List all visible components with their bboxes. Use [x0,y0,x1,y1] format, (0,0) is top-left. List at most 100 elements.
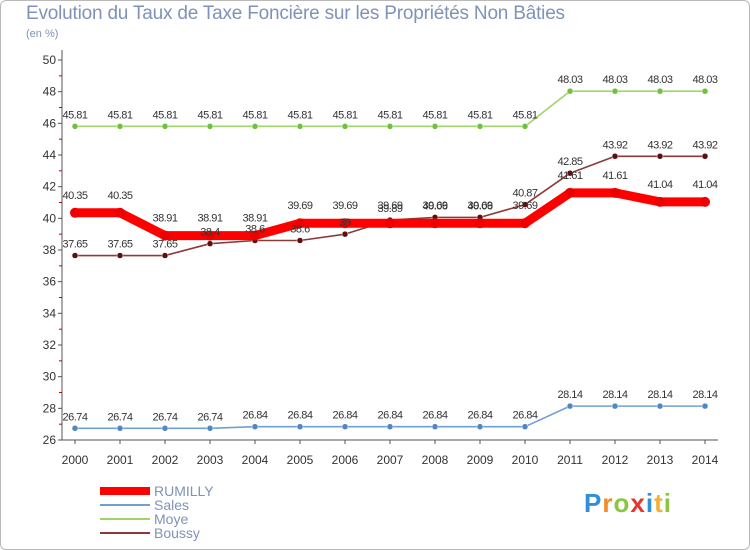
data-label-boussy: 40.06 [422,200,447,212]
data-label-rumilly: 41.04 [692,179,717,191]
data-point-rumilly [700,196,710,207]
y-tick-label: 28 [43,401,57,415]
data-label-rumilly: 39.69 [422,200,447,212]
data-label-sales: 26.84 [377,410,402,422]
data-point-boussy [161,252,169,259]
data-point-moye [296,123,304,130]
data-label-boussy: 40.87 [512,188,537,200]
data-point-sales [386,423,394,430]
data-label-sales: 28.14 [647,389,672,401]
data-label-moye: 45.81 [422,109,447,121]
proxiti-logo: Proxiti [584,488,672,519]
data-label-boussy: 43.92 [602,139,627,151]
data-label-sales: 26.74 [152,411,177,423]
legend-label-sales: Sales [154,497,190,513]
data-label-boussy: 43.92 [647,139,672,151]
y-tick-label: 38 [43,243,57,257]
legend-label-rumilly: RUMILLY [154,483,214,499]
data-label-sales: 26.74 [107,411,132,423]
data-point-boussy [341,230,349,238]
x-tick-label: 2014 [692,453,719,467]
data-label-boussy: 38.6 [245,224,265,236]
data-point-moye [611,87,619,95]
data-label-rumilly: 39.69 [512,200,537,212]
logo-letter: t [654,488,664,518]
data-point-boussy [521,201,529,208]
x-tick-label: 2010 [512,453,539,467]
logo-letter: r [602,488,614,518]
data-point-sales [116,425,124,432]
data-label-boussy: 37.65 [152,239,177,251]
data-label-rumilly: 38.91 [152,213,177,225]
data-point-boussy [116,252,124,259]
data-label-rumilly: 38.91 [242,213,267,225]
data-point-moye [476,123,484,130]
data-label-sales: 26.84 [242,410,267,422]
legend-swatch-boussy [100,532,150,534]
data-label-rumilly: 39.69 [377,200,402,212]
data-label-boussy: 37.65 [62,239,87,251]
y-tick-label: 42 [43,180,57,194]
data-label-moye: 48.03 [602,74,627,86]
legend-swatch-sales [100,504,150,506]
data-label-sales: 26.84 [332,410,357,422]
data-point-rumilly [385,218,395,229]
logo-letter: o [613,488,631,518]
data-label-moye: 45.81 [107,109,132,121]
data-point-sales [71,425,79,432]
legend-label-moye: Moye [154,511,189,527]
y-tick-label: 48 [43,85,57,99]
data-label-boussy: 38.6 [290,224,310,236]
data-point-sales [341,423,349,430]
data-point-moye [431,123,439,130]
data-label-sales: 26.84 [512,410,537,422]
data-label-moye: 45.81 [332,109,357,121]
data-label-boussy: 40.06 [467,200,492,212]
logo-letter: P [584,488,603,518]
data-label-rumilly: 41.61 [557,170,582,182]
x-tick-label: 2001 [107,453,134,467]
data-point-moye [116,123,124,130]
y-tick-label: 32 [43,338,57,352]
y-tick-label: 50 [43,53,57,67]
data-point-sales [476,423,484,430]
data-point-boussy [611,153,619,160]
data-point-sales [521,423,529,430]
data-point-boussy [296,237,304,244]
data-label-rumilly: 39.69 [467,200,492,212]
data-point-rumilly [160,230,170,241]
data-point-sales [431,423,439,430]
y-tick-label: 30 [43,370,57,384]
x-tick-label: 2011 [557,453,583,467]
data-point-moye [206,123,214,130]
data-point-rumilly [115,207,125,218]
data-label-moye: 45.81 [242,109,267,121]
data-point-moye [701,87,709,95]
data-point-sales [566,402,574,410]
data-point-moye [161,123,169,130]
x-tick-label: 2002 [152,453,179,467]
data-point-rumilly [250,230,260,241]
data-label-boussy: 42.85 [557,156,582,168]
data-point-boussy [701,153,709,160]
x-tick-label: 2013 [647,453,674,467]
data-label-sales: 26.74 [62,411,87,423]
data-point-rumilly [340,218,350,229]
x-tick-label: 2008 [422,453,449,467]
legend-swatch-rumilly [100,487,150,495]
data-point-boussy [71,252,79,259]
data-label-moye: 45.81 [152,109,177,121]
data-point-rumilly [655,196,665,207]
logo-letter: i [663,488,672,518]
data-label-rumilly: 39.69 [287,200,312,212]
data-point-boussy [656,153,664,160]
data-label-moye: 45.81 [197,109,222,121]
data-point-moye [386,123,394,130]
data-label-moye: 45.81 [287,109,312,121]
data-label-rumilly: 40.35 [107,190,132,202]
data-point-rumilly [205,230,215,241]
x-tick-label: 2009 [467,453,494,467]
data-label-moye: 45.81 [467,109,492,121]
logo-letter: i [645,488,655,518]
